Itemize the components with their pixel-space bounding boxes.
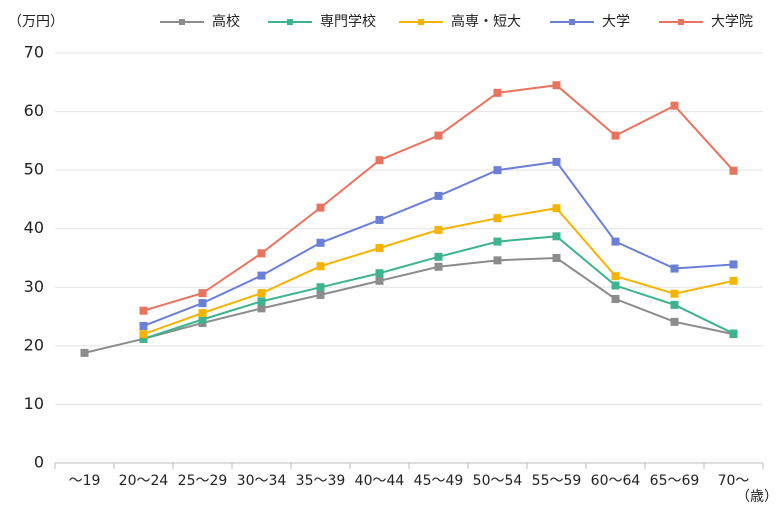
point-marker	[729, 276, 738, 285]
y-tick-label: 70	[24, 43, 44, 62]
legend-label: 大学院	[711, 14, 753, 30]
point-marker	[493, 256, 502, 265]
point-marker	[611, 237, 620, 246]
point-marker	[670, 289, 679, 298]
point-marker	[729, 329, 738, 338]
legend-label: 大学	[602, 14, 630, 30]
x-tick-label: 50～54	[473, 473, 523, 489]
point-marker	[670, 317, 679, 326]
legend-marker	[418, 19, 424, 25]
point-marker	[375, 244, 384, 253]
legend-marker	[287, 19, 293, 25]
point-marker	[375, 156, 384, 165]
legend-marker	[678, 19, 684, 25]
point-marker	[375, 215, 384, 224]
point-marker	[80, 348, 89, 357]
x-tick-label: 30～34	[237, 473, 287, 489]
point-marker	[493, 214, 502, 223]
x-tick-label: 20～24	[119, 473, 169, 489]
point-marker	[552, 157, 561, 166]
point-marker	[552, 254, 561, 262]
x-tick-label: 25～29	[178, 473, 228, 489]
x-tick-label: 55～59	[532, 473, 582, 489]
point-marker	[493, 237, 502, 246]
point-marker	[670, 300, 679, 309]
x-tick-label: 65～69	[650, 473, 700, 489]
point-marker	[493, 88, 502, 97]
y-tick-label: 40	[24, 218, 44, 237]
y-tick-label: 0	[34, 453, 44, 472]
point-marker	[139, 334, 148, 343]
point-marker	[257, 249, 266, 258]
y-tick-label: 60	[24, 101, 44, 120]
point-marker	[139, 321, 148, 330]
y-tick-label: 50	[24, 160, 44, 179]
point-marker	[434, 262, 443, 271]
legend-marker	[569, 19, 575, 25]
legend-marker	[179, 19, 185, 25]
y-tick-label: 20	[24, 335, 44, 354]
point-marker	[198, 309, 207, 318]
point-marker	[316, 262, 325, 271]
legend-label: 高校	[212, 13, 240, 30]
point-marker	[552, 232, 561, 241]
x-tick-label: 35～39	[296, 473, 346, 489]
series-line	[84, 256, 734, 354]
series-line	[143, 160, 734, 327]
point-marker	[611, 131, 620, 140]
x-tick-label: 60～64	[591, 473, 641, 489]
point-marker	[316, 203, 325, 212]
point-marker	[670, 101, 679, 110]
point-marker	[670, 264, 679, 273]
x-axis-label: （歳）	[736, 489, 778, 505]
point-marker	[552, 81, 561, 90]
point-marker	[257, 289, 266, 298]
point-marker	[434, 131, 443, 140]
point-marker	[316, 283, 325, 292]
point-marker	[434, 191, 443, 200]
point-marker	[611, 295, 620, 303]
y-tick-label: 10	[24, 394, 44, 413]
point-marker	[729, 260, 738, 269]
point-marker	[316, 238, 325, 247]
point-marker	[611, 281, 620, 290]
point-marker	[729, 166, 738, 175]
point-marker	[611, 272, 620, 281]
legend-label: 専門学校	[320, 13, 376, 30]
point-marker	[375, 276, 384, 285]
point-marker	[257, 304, 266, 313]
x-tick-label: 70～	[718, 473, 750, 489]
point-marker	[257, 297, 266, 306]
point-marker	[139, 306, 148, 315]
y-tick-label: 30	[24, 277, 44, 296]
x-tick-label: 45～49	[414, 473, 464, 489]
point-marker	[434, 252, 443, 261]
legend-label: 高専・短大	[451, 13, 521, 30]
x-tick-label: ～19	[69, 473, 101, 489]
point-marker	[198, 315, 207, 324]
point-marker	[434, 225, 443, 234]
point-marker	[257, 271, 266, 280]
point-marker	[552, 204, 561, 213]
point-marker	[316, 290, 325, 299]
x-tick-label: 40～44	[355, 473, 405, 489]
point-marker	[493, 166, 502, 175]
point-marker	[375, 269, 384, 278]
y-axis-label: （万円）	[8, 14, 64, 30]
point-marker	[139, 330, 148, 339]
point-marker	[198, 289, 207, 298]
point-marker	[198, 299, 207, 308]
